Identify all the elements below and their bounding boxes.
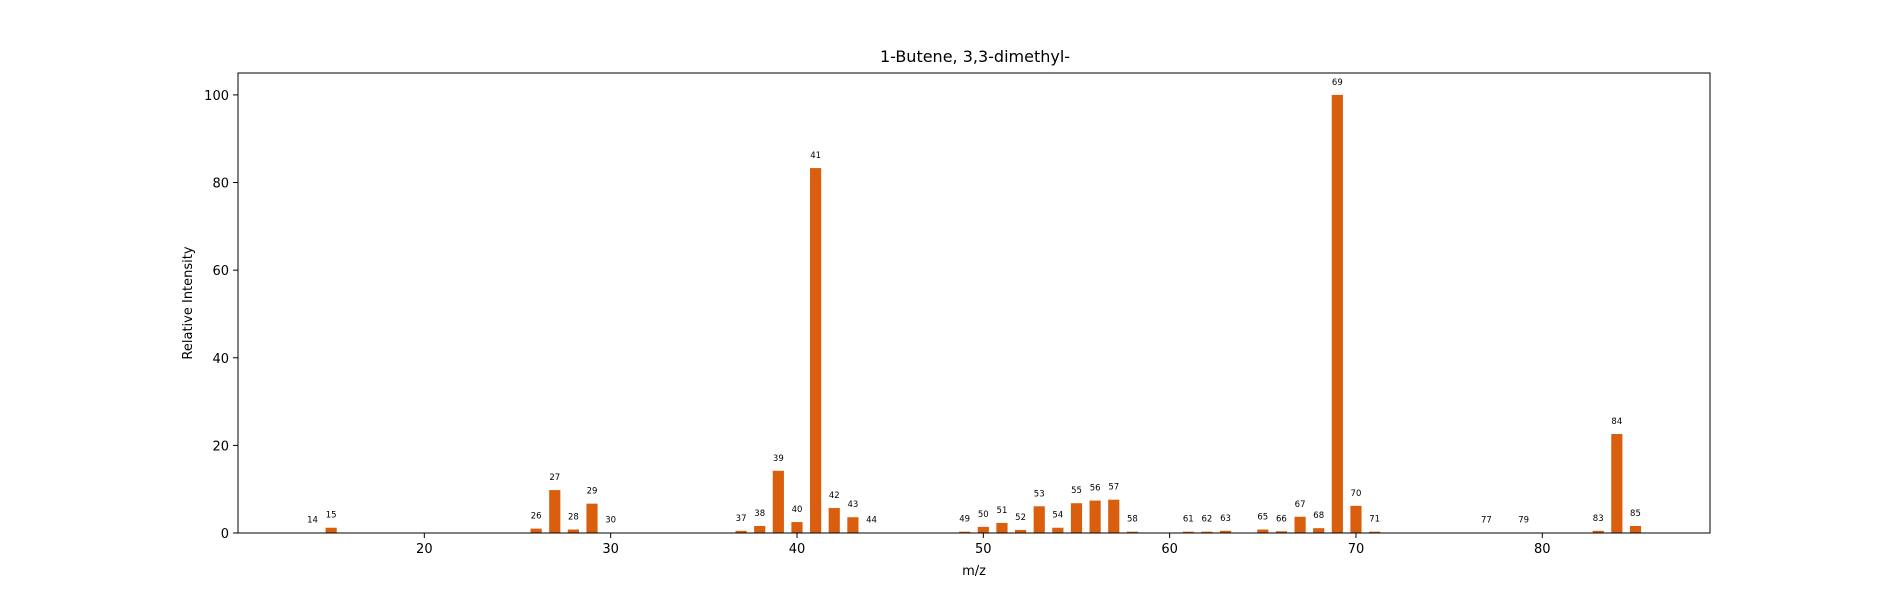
bar-mz-54: [1052, 527, 1064, 533]
y-tick-label: 100: [204, 89, 229, 104]
peak-label-mz-14: 14: [307, 516, 318, 526]
peak-label-mz-85: 85: [1630, 509, 1641, 519]
peak-label-mz-29: 29: [587, 487, 598, 497]
peak-label-mz-39: 39: [773, 454, 784, 464]
bar-mz-68: [1313, 528, 1325, 533]
bar-mz-37: [735, 530, 747, 533]
y-tick-label: 60: [212, 264, 229, 279]
x-tick-label: 80: [1534, 542, 1551, 557]
x-tick-label: 50: [975, 542, 992, 557]
bar-mz-42: [828, 508, 840, 533]
peak-label-mz-61: 61: [1183, 515, 1194, 525]
peak-label-mz-58: 58: [1127, 515, 1138, 525]
bar-mz-52: [1014, 529, 1027, 533]
peak-label-mz-44: 44: [866, 516, 877, 526]
peak-label-mz-53: 53: [1034, 489, 1045, 499]
bar-mz-84: [1611, 433, 1623, 533]
bar-mz-41: [810, 168, 822, 533]
peak-label-mz-57: 57: [1108, 483, 1119, 493]
x-tick-label: 70: [1348, 542, 1365, 557]
peak-label-mz-83: 83: [1593, 514, 1604, 524]
y-tick-label: 80: [212, 177, 229, 192]
peak-label-mz-77: 77: [1481, 516, 1492, 526]
peak-label-mz-65: 65: [1257, 513, 1268, 523]
peak-label-mz-51: 51: [997, 506, 1008, 516]
bar-mz-49: [959, 531, 971, 533]
peak-label-mz-50: 50: [978, 510, 989, 520]
bar-mz-67: [1294, 516, 1306, 533]
peak-label-mz-84: 84: [1611, 417, 1622, 427]
x-axis: 20 30 40 50 60 70 80: [416, 533, 1551, 557]
bar-mz-39: [772, 470, 784, 533]
peak-label-mz-42: 42: [829, 491, 840, 501]
peak-label-mz-28: 28: [568, 513, 579, 523]
x-tick-label: 60: [1161, 542, 1178, 557]
peak-label-mz-67: 67: [1295, 500, 1306, 510]
bar-mz-53: [1033, 506, 1045, 533]
bar-mz-69: [1331, 94, 1343, 534]
bar-mz-56: [1089, 500, 1101, 533]
bar-mz-40: [791, 522, 803, 533]
peak-label-mz-56: 56: [1090, 484, 1101, 494]
plot-frame: [237, 72, 1711, 534]
bar-mz-83: [1592, 530, 1604, 533]
peak-label-mz-37: 37: [736, 514, 747, 524]
x-tick-label: 40: [789, 542, 806, 557]
peak-label-mz-30: 30: [605, 516, 616, 526]
peak-label-mz-68: 68: [1313, 511, 1324, 521]
peak-label-mz-79: 79: [1518, 516, 1529, 526]
peak-label-mz-55: 55: [1071, 486, 1082, 496]
y-tick-label: 40: [212, 352, 229, 367]
peak-label-mz-15: 15: [326, 511, 337, 521]
peak-label-mz-41: 41: [810, 151, 821, 161]
bar-mz-38: [754, 525, 766, 533]
bar-mz-43: [847, 517, 859, 533]
y-axis: 0 20 40 60 80 100: [204, 89, 238, 542]
bar-mz-71: [1369, 531, 1381, 533]
peak-label-mz-27: 27: [549, 473, 560, 483]
bar-mz-28: [567, 529, 579, 533]
x-tick-label: 30: [602, 542, 619, 557]
bar-mz-27: [549, 490, 561, 533]
chart-title: 1-Butene, 3,3-dimethyl-: [880, 47, 1070, 66]
y-axis-label: Relative Intensity: [181, 246, 196, 359]
bar-mz-26: [530, 528, 542, 533]
y-tick-label: 20: [212, 439, 229, 454]
bar-mz-61: [1182, 531, 1194, 533]
peak-label-mz-54: 54: [1052, 511, 1063, 521]
bars-layer: [306, 94, 1642, 534]
peak-labels-layer: 14 15 26 27 28 29 30 37 38 39 40 41 42 43 44 49 50 51 52 53…: [307, 78, 1641, 526]
bar-mz-85: [1629, 525, 1642, 533]
peak-label-mz-63: 63: [1220, 514, 1231, 524]
peak-label-mz-40: 40: [792, 505, 803, 515]
peak-label-mz-49: 49: [959, 515, 970, 525]
bar-mz-62: [1201, 531, 1213, 533]
peak-label-mz-26: 26: [531, 512, 542, 522]
bar-mz-70: [1350, 505, 1362, 533]
bar-mz-65: [1257, 529, 1269, 533]
peak-label-mz-38: 38: [754, 509, 765, 519]
bar-mz-51: [996, 522, 1008, 533]
x-tick-label: 20: [416, 542, 433, 557]
bar-mz-55: [1070, 503, 1083, 533]
x-axis-label: m/z: [962, 564, 986, 579]
peak-label-mz-70: 70: [1351, 489, 1362, 499]
peak-label-mz-62: 62: [1201, 515, 1212, 525]
bar-mz-63: [1219, 530, 1232, 533]
bar-mz-57: [1108, 499, 1120, 533]
peak-label-mz-66: 66: [1276, 514, 1287, 524]
y-tick-label: 0: [221, 527, 229, 542]
bar-mz-15: [325, 527, 337, 533]
peak-label-mz-43: 43: [847, 500, 858, 510]
bar-mz-58: [1126, 531, 1138, 533]
peak-label-mz-52: 52: [1015, 513, 1026, 523]
peak-label-mz-69: 69: [1332, 78, 1343, 88]
bar-mz-50: [977, 526, 989, 533]
peak-label-mz-71: 71: [1369, 515, 1380, 525]
bar-mz-66: [1275, 531, 1288, 533]
bar-mz-29: [586, 503, 598, 533]
